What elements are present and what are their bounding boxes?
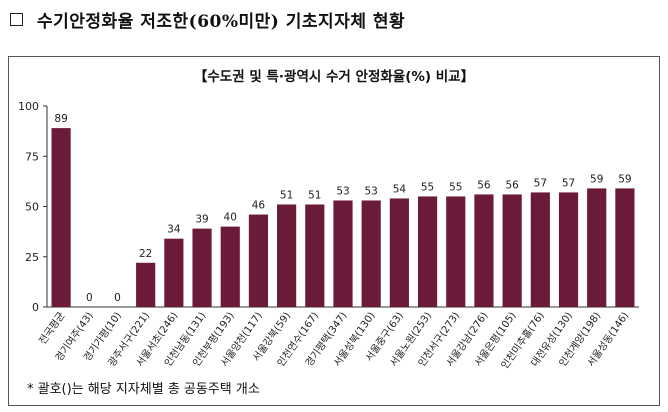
- bar-value-label: 53: [365, 185, 378, 197]
- chart-panel: 【수도권 및 특·광역시 수거 안정화율(%) 비교】 0 25 50 75 100 89…: [8, 56, 660, 406]
- bar: [587, 188, 607, 307]
- bar: [305, 204, 325, 307]
- bar-value-label: 0: [86, 292, 93, 304]
- bar-value-label: 57: [534, 177, 547, 189]
- bar: [446, 196, 466, 307]
- empty-square-icon: [10, 12, 23, 26]
- bar: [51, 128, 71, 307]
- bar-value-label: 39: [195, 214, 208, 226]
- y-tick-label: 100: [18, 100, 39, 113]
- bar-value-label: 57: [562, 177, 575, 189]
- bar-value-label: 22: [139, 248, 152, 260]
- bar-value-label: 53: [336, 185, 349, 197]
- bar: [164, 238, 184, 307]
- bar-value-label: 34: [167, 224, 181, 236]
- bar: [502, 194, 522, 307]
- y-tick-label: 25: [25, 251, 39, 264]
- bar: [417, 196, 438, 307]
- bar: [248, 214, 269, 307]
- bar-value-label: 89: [54, 113, 67, 125]
- bar: [220, 226, 240, 307]
- bar: [136, 262, 156, 307]
- bar-value-label: 55: [449, 181, 462, 193]
- y-tick-label: 0: [32, 301, 39, 314]
- bar: [192, 228, 212, 307]
- bar: [389, 198, 409, 307]
- category-label: 전국평균: [37, 310, 68, 347]
- bar-value-label: 55: [421, 181, 434, 193]
- bar: [361, 200, 381, 307]
- bar-value-label: 51: [308, 189, 321, 201]
- heading-text: 수기안정화율 저조한(60%미만) 기초지자체 현황: [37, 11, 406, 32]
- bar-value-label: 56: [477, 179, 491, 191]
- chart-title: 【수도권 및 특·광역시 수거 안정화율(%) 비교】: [193, 69, 475, 85]
- bar: [530, 192, 550, 307]
- bar: [474, 194, 494, 307]
- bar-value-label: 59: [618, 173, 631, 185]
- bar-value-label: 51: [280, 189, 293, 201]
- bar: [615, 188, 635, 307]
- bar: [277, 204, 297, 307]
- bar: [333, 200, 353, 307]
- bar: [558, 192, 579, 307]
- bar-chart: 025507510089전국평균0경기여주(43)0경기가평(10)22광주서구…: [18, 100, 639, 371]
- bar-value-label: 0: [114, 292, 121, 304]
- footnote: * 괄호()는 해당 지자체별 총 공동주택 개소: [27, 382, 260, 397]
- y-tick-label: 50: [25, 201, 39, 214]
- bar-value-label: 54: [393, 183, 407, 195]
- bar-value-label: 40: [224, 212, 237, 224]
- section-heading: 수기안정화율 저조한(60%미만) 기초지자체 현황: [10, 6, 405, 32]
- bar-value-label: 56: [505, 179, 519, 191]
- y-tick-label: 75: [25, 150, 39, 163]
- bar-value-label: 59: [590, 173, 603, 185]
- bar-value-label: 46: [252, 200, 266, 212]
